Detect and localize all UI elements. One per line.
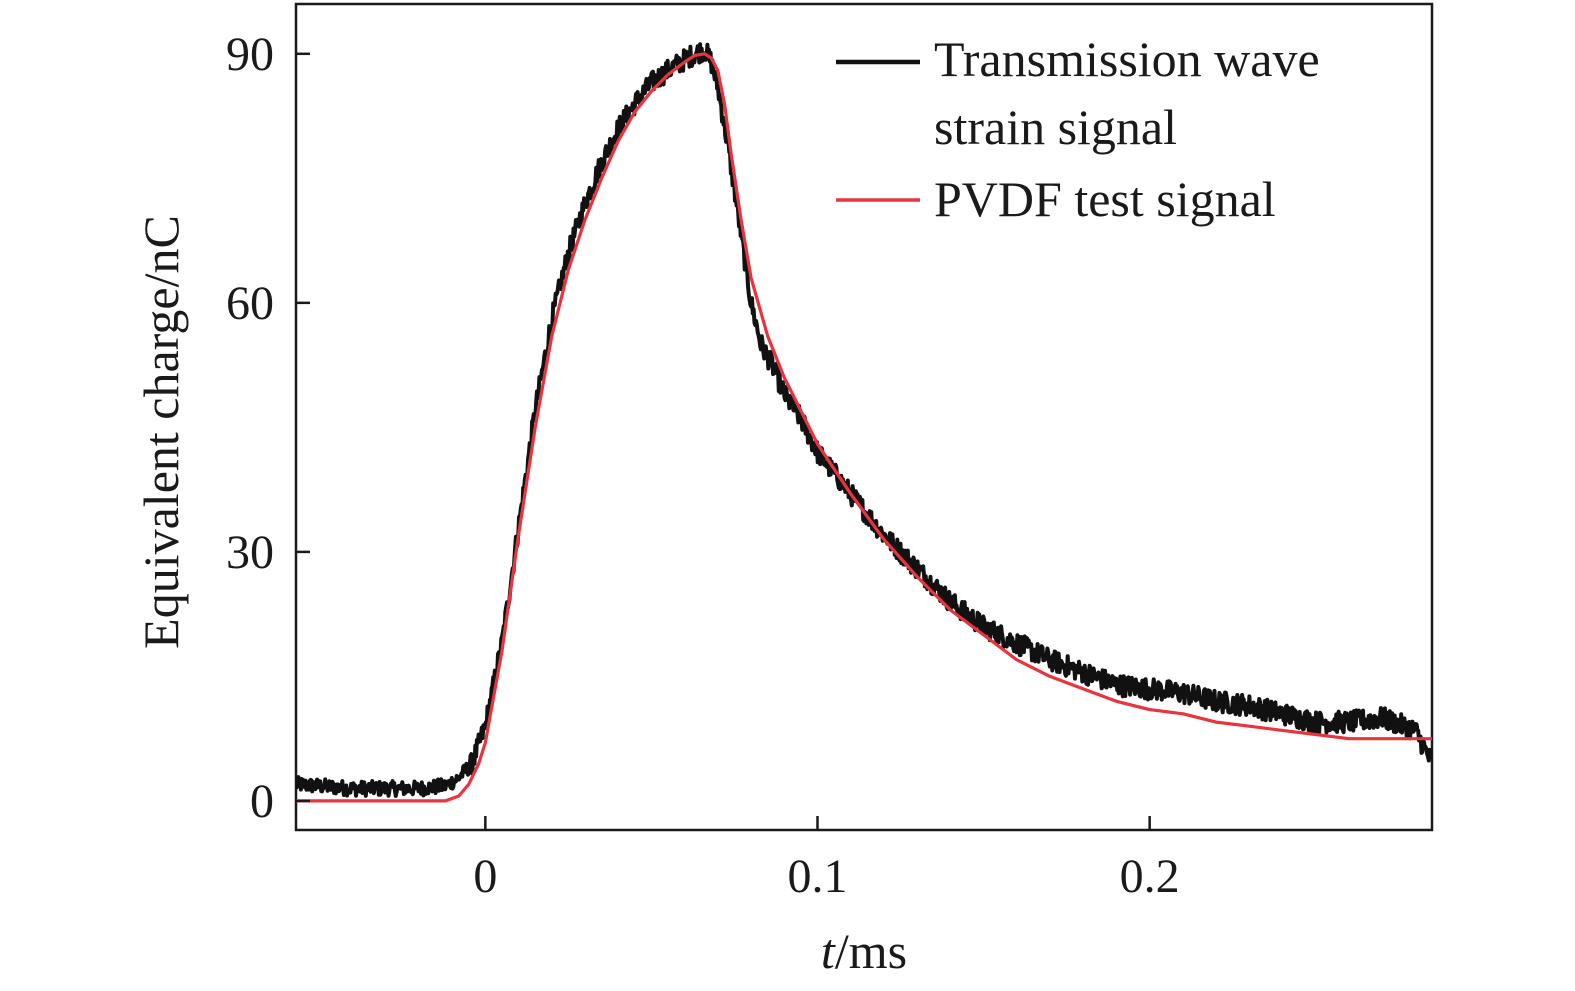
legend-label-1: strain signal	[934, 99, 1177, 155]
series-layer	[296, 42, 1432, 803]
y-axis-title: Equivalent charge/nC	[133, 215, 189, 649]
x-tick-label: 0	[473, 850, 497, 903]
y-tick-label: 60	[226, 277, 274, 330]
y-tick-label: 90	[226, 28, 274, 81]
y-tick-label: 0	[250, 775, 274, 828]
legend-label-2: PVDF test signal	[934, 171, 1276, 227]
x-tick-label: 0.1	[787, 850, 847, 903]
x-tick-label: 0.2	[1120, 850, 1180, 903]
y-axis: 0 30 60 90	[226, 28, 310, 828]
plot-border	[294, 2, 1434, 832]
plot-frame	[294, 2, 1434, 832]
x-axis-title-unit: /ms	[835, 923, 907, 979]
x-axis-title: t/ms	[821, 923, 907, 979]
series-line-2	[296, 52, 1432, 803]
y-tick-label: 30	[226, 526, 274, 579]
x-axis-title-variable: t	[821, 923, 836, 979]
legend: Transmission wave strain signal PVDF test …	[836, 31, 1320, 227]
series-line-1	[296, 42, 1432, 798]
x-axis: 0 0.1 0.2	[473, 816, 1180, 903]
legend-label-1: Transmission wave	[934, 31, 1320, 87]
